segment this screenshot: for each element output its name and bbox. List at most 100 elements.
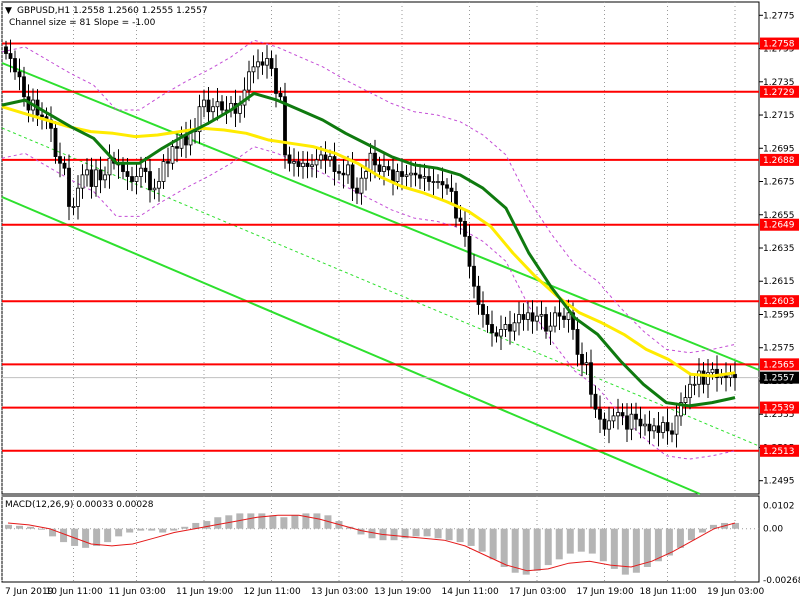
macd-bar [93, 528, 101, 546]
candle-body [94, 169, 98, 187]
macd-bar [577, 528, 585, 552]
macd-bar [445, 528, 453, 541]
candle-body [431, 181, 436, 183]
candle-body [287, 154, 292, 164]
candle-body [463, 221, 467, 237]
time-tick-label: 12 Jun 11:00 [244, 587, 301, 597]
candle-body [395, 171, 400, 182]
macd-bar [533, 528, 541, 571]
candle-body [598, 408, 602, 420]
candle-body [215, 101, 220, 108]
candle-body [602, 418, 607, 430]
channel-lower-line [1, 196, 701, 495]
level-label-bg [760, 153, 799, 166]
candle-body [647, 423, 652, 432]
candle-body [139, 167, 143, 177]
price-tick-label: 1.2675 [763, 178, 795, 188]
candle-body [575, 329, 580, 355]
candle-body [449, 187, 454, 192]
candle-body [134, 176, 139, 182]
candle-body [490, 324, 494, 334]
candle-body [265, 58, 269, 66]
candle-body [319, 154, 323, 161]
level-label: 1.2513 [763, 447, 795, 457]
macd-bar [291, 515, 299, 529]
macd-axis-label: -0.00268 [763, 576, 800, 586]
candle-body [382, 166, 386, 172]
candle-body [485, 314, 490, 325]
candle-body [350, 164, 355, 189]
level-labels: 1.2758 1.2729 1.2688 1.2649 1.2603 1.2565 1.25… [760, 37, 799, 457]
macd-bar [434, 528, 442, 539]
candle-body [22, 76, 26, 98]
candle-body [670, 430, 674, 435]
macd-bar [599, 528, 607, 562]
candle-body [179, 134, 184, 149]
macd-bar [401, 528, 409, 539]
candle-body [161, 161, 166, 182]
candle-body [539, 314, 544, 317]
macd-bar [170, 528, 178, 531]
macd-bar [732, 522, 739, 529]
candle-body [571, 312, 575, 330]
candle-body [292, 161, 296, 164]
candle-body [418, 174, 422, 179]
candle-body [121, 164, 125, 172]
candle-body [76, 187, 80, 207]
candle-body [679, 402, 683, 417]
macd-bar [258, 513, 266, 529]
candle-body [499, 329, 503, 337]
macd-bar [60, 528, 68, 543]
macd-bar [71, 528, 79, 546]
macd-bar [467, 528, 475, 546]
macd-indicator: 0.0102 0.00 -0.00268 [2, 502, 800, 586]
candle-body [593, 393, 598, 410]
level-label: 1.2649 [763, 221, 795, 231]
candle-body [665, 422, 670, 432]
candle-body [733, 373, 737, 379]
candle-body [436, 181, 440, 183]
macd-axis-label: 0.0102 [763, 502, 795, 512]
candle-body [710, 368, 715, 374]
current-price-bg [760, 371, 799, 384]
level-label-bg [760, 85, 799, 98]
candle-body [503, 324, 508, 330]
candle-body [643, 423, 647, 427]
candle-body [8, 53, 13, 59]
candle-body [508, 324, 512, 332]
candle-body [692, 383, 697, 386]
candle-body [607, 420, 611, 430]
price-tick-label: 1.2575 [763, 344, 795, 354]
ma-slow-line [1, 105, 736, 378]
macd-bar [698, 528, 706, 533]
price-pane [1, 1, 760, 495]
candle-body [616, 412, 620, 417]
price-tick-label: 1.2735 [763, 78, 795, 88]
level-label-bg [760, 358, 799, 371]
candle-body [269, 58, 274, 69]
candle-body [553, 312, 557, 327]
candle-body [301, 162, 305, 167]
candle-body [256, 61, 260, 68]
candle-body [530, 312, 535, 322]
candle-body [364, 171, 368, 179]
candle-body [170, 146, 175, 164]
candle-body [260, 61, 265, 66]
candle-body [53, 127, 58, 157]
level-label: 1.2688 [763, 156, 795, 166]
candle-body [13, 58, 17, 73]
macd-bar [38, 528, 46, 530]
macd-info: MACD(12,26,9) 0.00033 0.00028 [5, 500, 154, 510]
candle-body [413, 172, 418, 176]
price-tick-label: 1.2535 [763, 410, 795, 420]
macd-bar [665, 528, 673, 556]
macd-bar [654, 528, 662, 562]
level-lines [2, 42, 759, 452]
candle-body [562, 315, 566, 320]
candle-body [625, 415, 629, 430]
candle-body [715, 368, 719, 379]
candle-body [467, 235, 472, 267]
macd-bar [269, 515, 277, 529]
macd-bar [511, 528, 519, 573]
